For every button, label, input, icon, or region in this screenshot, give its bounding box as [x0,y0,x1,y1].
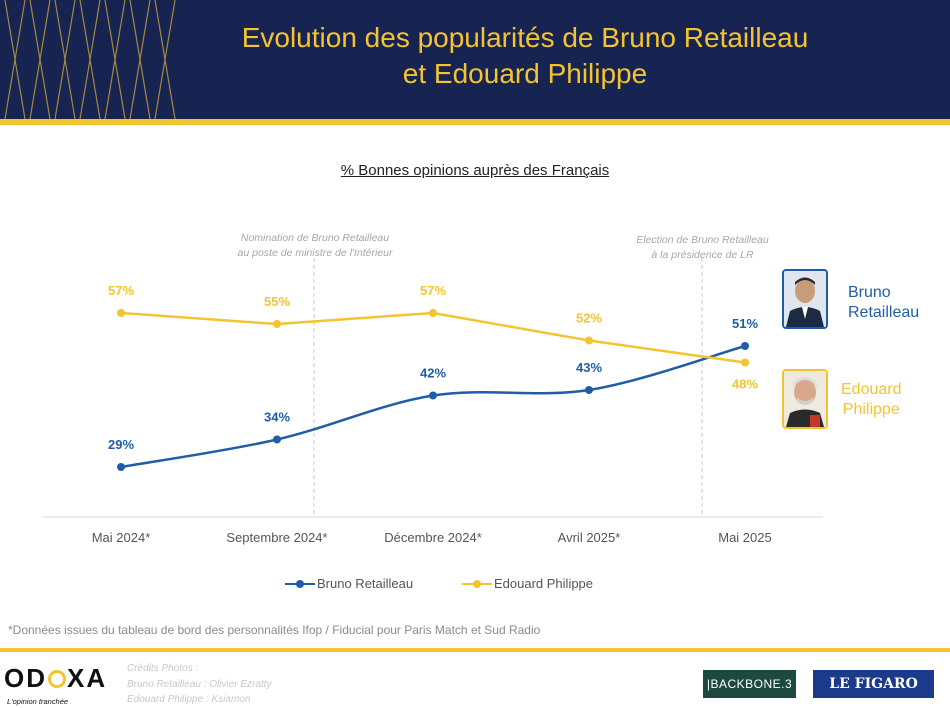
retailleau-name-line1: Bruno [848,284,891,301]
logo-ring-icon [48,670,66,688]
data-label-retailleau: 29% [108,437,134,452]
data-label-retailleau: 42% [420,366,446,381]
annotation-nomination-line2: au poste de ministre de l'Intérieur [237,247,393,259]
data-label-philippe: 57% [420,283,446,298]
credits-line3: Edouard Philippe : Ksiamon [127,694,251,705]
data-label-philippe: 55% [264,294,290,309]
logo-text-left: OD [4,663,47,693]
annotation-nomination: Nomination de Bruno Retailleau au poste … [210,231,420,261]
logo-text-right: XA [67,663,108,693]
chevron-pattern-decoration [4,0,176,119]
photo-credits: Crédits Photos : Bruno Retailleau : Oliv… [127,661,272,708]
philippe-name-label: Edouard Philippe [841,380,902,420]
annotation-election-line1: Election de Bruno Retailleau [636,234,769,246]
data-point-retailleau [429,391,437,400]
annotation-election: Election de Bruno Retailleau à la présid… [600,233,805,263]
page-title: Evolution des popularités de Bruno Retai… [200,20,850,92]
data-label-retailleau: 34% [264,410,290,425]
data-point-retailleau [741,342,749,350]
philippe-name-line2: Philippe [842,401,900,418]
retailleau-name-line2: Retailleau [848,304,920,321]
chart-legend: Bruno Retailleau Edouard Philippe [0,576,950,596]
data-point-retailleau [273,435,281,444]
series-line-retailleau [120,344,746,469]
portrait-photo-icon [784,271,826,327]
credits-line1: Crédits Photos : [127,663,199,674]
retailleau-portrait-photo [782,269,828,329]
x-tick-label: Mai 2025 [718,530,771,545]
data-point-retailleau [117,463,125,471]
x-tick-label: Mai 2024* [92,530,151,545]
annotation-nomination-line1: Nomination de Bruno Retailleau [240,232,390,244]
legend-item-retailleau: Bruno Retailleau [285,576,413,591]
legend-label-retailleau: Bruno Retailleau [317,576,414,591]
data-label-philippe: 52% [576,311,602,326]
retailleau-name-label: Bruno Retailleau [848,283,919,323]
odoxa-logo: OD XA [4,663,107,694]
data-label-retailleau: 43% [576,360,602,375]
data-label-philippe: 57% [108,283,134,298]
portrait-photo-icon [784,371,826,427]
annotation-election-line2: à la présidence de LR [651,249,754,261]
data-point-philippe [117,309,125,317]
backbone-logo: |BACKBONE.3 [703,670,796,698]
data-point-retailleau [585,386,593,394]
footer-gold-band [0,648,950,652]
legend-swatch-retailleau [285,579,315,588]
philippe-name-line1: Edouard [841,381,902,398]
le-figaro-logo: LE FIGARO [813,670,934,698]
title-line-2: et Edouard Philippe [402,58,648,89]
data-point-philippe [741,358,749,367]
header-banner: Evolution des popularités de Bruno Retai… [0,0,950,119]
x-tick-label: Décembre 2024* [384,530,482,545]
legend-label-philippe: Edouard Philippe [494,576,594,591]
legend-item-philippe: Edouard Philippe [462,576,593,591]
data-point-philippe [585,336,593,345]
header-gold-band [0,119,950,125]
philippe-portrait-photo [782,369,828,429]
data-point-philippe [273,320,281,328]
source-footnote: *Données issues du tableau de bord des p… [8,623,541,637]
data-label-retailleau: 51% [732,316,758,331]
chart-subtitle: % Bonnes opinions auprès des Français [340,162,610,179]
series-line-philippe [120,311,746,364]
title-line-1: Evolution des popularités de Bruno Retai… [241,22,809,53]
x-tick-label: Avril 2025* [558,530,621,545]
logo-tagline: L'opinion tranchée [7,697,69,706]
data-label-philippe: 48% [732,377,758,392]
data-point-philippe [429,309,437,317]
credits-line2: Bruno Retailleau : Olivier Ezratty [127,678,272,690]
legend-swatch-philippe [462,579,492,588]
x-tick-label: Septembre 2024* [226,530,327,545]
